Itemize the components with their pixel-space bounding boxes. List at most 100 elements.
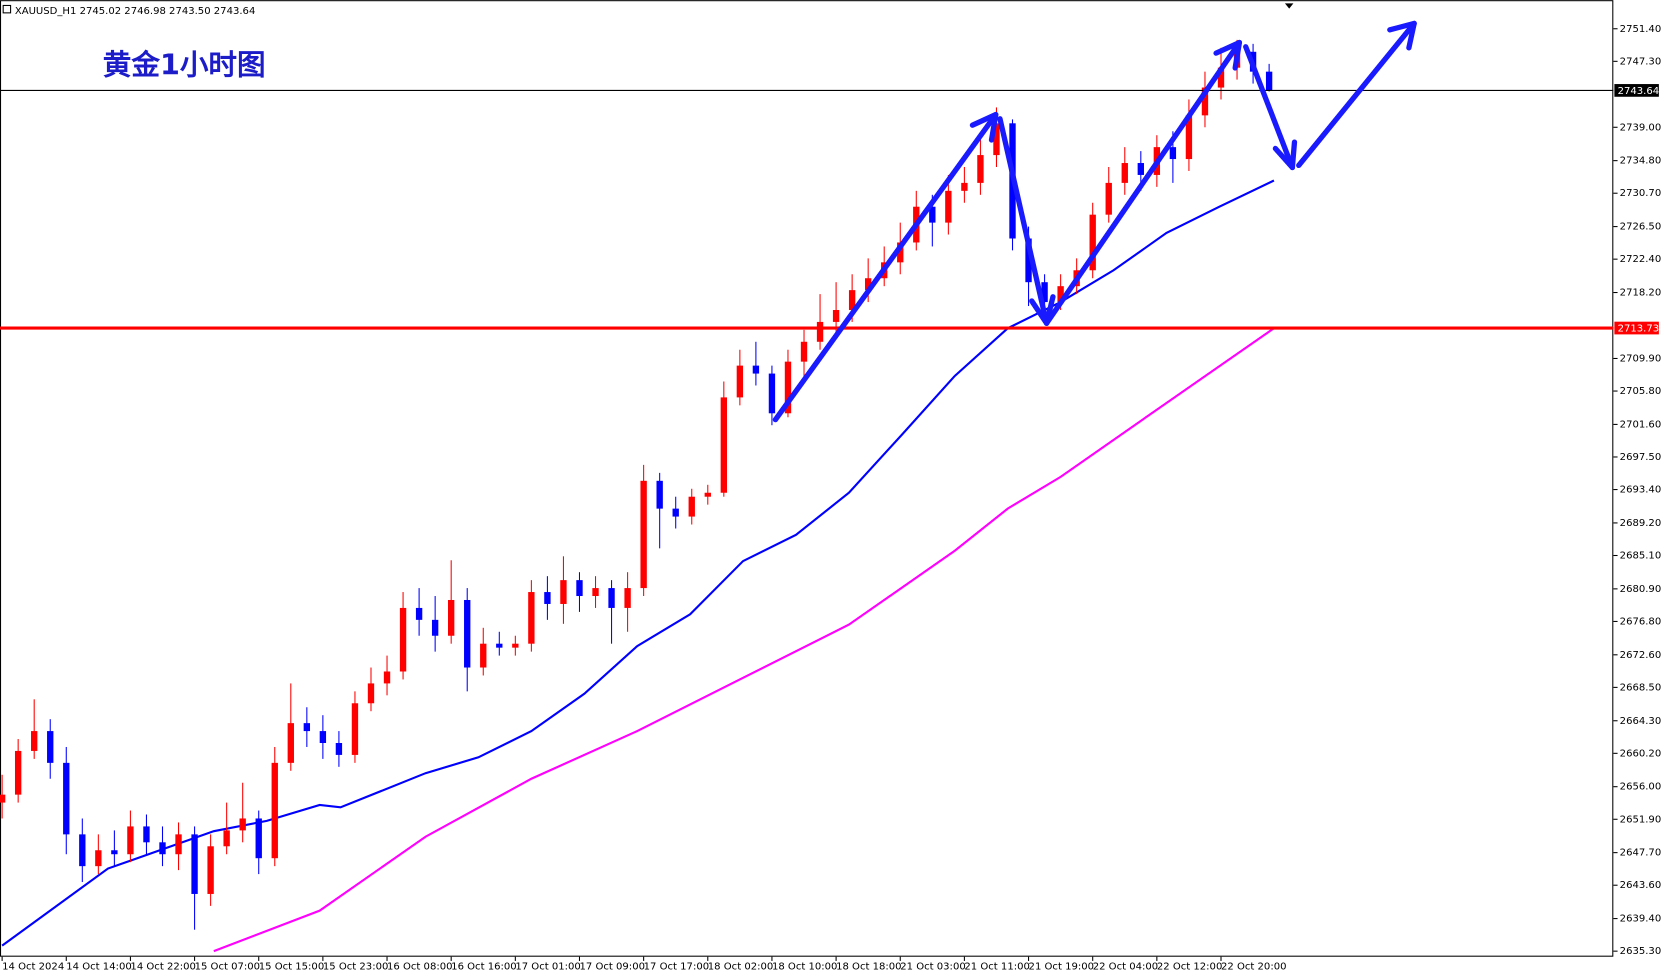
- candle-body: [1265, 71, 1273, 91]
- candle-body: [127, 826, 134, 855]
- x-tick-label: 17 Oct 01:00: [515, 961, 581, 972]
- candle-body: [143, 826, 150, 843]
- candle-body: [929, 206, 936, 223]
- x-tick-label: 18 Oct 18:00: [836, 961, 902, 972]
- arrow-head: [1272, 139, 1298, 171]
- candle-body: [255, 818, 262, 859]
- candle-body: [1137, 163, 1144, 175]
- candle-body: [961, 182, 968, 191]
- y-tick-label: 2647.70: [1620, 848, 1661, 859]
- candle-body: [784, 361, 792, 414]
- candle-body: [448, 599, 455, 636]
- candle-body: [319, 731, 327, 743]
- candle-body: [864, 278, 872, 291]
- x-tick-label: 22 Oct 12:00: [1157, 961, 1223, 972]
- candle-body: [688, 496, 695, 517]
- candle-body: [335, 742, 343, 755]
- candle-body: [945, 190, 952, 223]
- candle-body: [79, 834, 86, 867]
- candle-body: [704, 492, 711, 497]
- y-tick-label: 2747.30: [1620, 56, 1661, 67]
- x-tick-label: 14 Oct 2024: [2, 961, 64, 972]
- candle-body: [464, 599, 471, 668]
- x-tick-label: 15 Oct 15:00: [259, 961, 325, 972]
- candle-body: [111, 850, 118, 855]
- candle-body: [223, 830, 230, 847]
- price-label: 2743.64: [1618, 86, 1660, 97]
- candle-body: [0, 794, 6, 803]
- candle-body: [624, 588, 631, 608]
- candle-body: [287, 723, 294, 763]
- candle-body: [399, 607, 407, 672]
- x-tick-label: 17 Oct 17:00: [644, 961, 710, 972]
- y-tick-label: 2705.80: [1620, 386, 1661, 397]
- arrow: [997, 116, 1050, 326]
- candle-body: [207, 846, 214, 894]
- candle-body: [736, 365, 744, 398]
- arrow: [1043, 39, 1243, 326]
- y-tick-label: 2676.80: [1620, 616, 1661, 627]
- y-tick-label: 2726.50: [1620, 222, 1661, 233]
- y-tick-label: 2668.50: [1620, 682, 1661, 693]
- candle-body: [1025, 238, 1032, 283]
- shift-marker: [1284, 3, 1294, 9]
- candle-body: [95, 850, 102, 867]
- candle-body: [1169, 147, 1177, 160]
- candle-body: [383, 671, 391, 684]
- candle-body: [1041, 282, 1048, 303]
- candle-body: [848, 290, 856, 311]
- y-tick-label: 2734.80: [1620, 156, 1661, 167]
- candle-body: [768, 373, 776, 414]
- candle-body: [14, 750, 22, 795]
- symbol-icon: [2, 4, 12, 14]
- y-tick-label: 2635.30: [1620, 946, 1661, 957]
- candle-body: [640, 480, 647, 589]
- y-tick-label: 2693.40: [1620, 485, 1661, 496]
- candle-body: [576, 580, 583, 597]
- candle-body: [977, 155, 984, 183]
- candle-body: [239, 818, 246, 831]
- x-tick-label: 21 Oct 19:00: [1029, 961, 1095, 972]
- candle-body: [1057, 286, 1064, 303]
- candle-body: [560, 580, 567, 604]
- y-tick-label: 2639.40: [1620, 914, 1661, 925]
- x-tick-label: 16 Oct 16:00: [451, 961, 517, 972]
- x-tick-label: 16 Oct 08:00: [387, 961, 453, 972]
- candle-body: [31, 731, 38, 751]
- arrow-head: [969, 111, 999, 143]
- y-tick-label: 2651.90: [1620, 814, 1661, 825]
- x-tick-label: 15 Oct 07:00: [195, 961, 261, 972]
- plot-layer: 2751.40 2747.30 2739.00 2734.80 2730.70 2726.…: [0, 24, 1661, 972]
- arrow: [1296, 20, 1417, 169]
- candle-body: [672, 508, 679, 517]
- candle-body: [175, 834, 182, 855]
- y-tick-label: 2656.00: [1620, 782, 1661, 793]
- candle-body: [159, 842, 166, 855]
- candle-body: [351, 703, 359, 755]
- candle-body: [720, 397, 728, 493]
- candle-body: [528, 592, 535, 644]
- y-tick-label: 2718.20: [1620, 288, 1661, 299]
- y-tick-label: 2697.50: [1620, 452, 1661, 463]
- x-tick-label: 14 Oct 14:00: [66, 961, 131, 972]
- y-tick-label: 2680.90: [1620, 584, 1661, 595]
- candle-body: [592, 588, 599, 597]
- candle-body: [544, 592, 551, 604]
- arrow-head: [1213, 39, 1243, 71]
- x-tick-label: 21 Oct 11:00: [964, 961, 1029, 972]
- candle-body: [1105, 182, 1112, 215]
- x-tick-label: 18 Oct 02:00: [708, 961, 774, 972]
- candle-body: [367, 683, 375, 704]
- y-tick-label: 2660.20: [1620, 748, 1661, 759]
- candle-body: [993, 123, 1000, 156]
- price-label-box: [1614, 84, 1659, 97]
- y-tick-label: 2664.30: [1620, 716, 1661, 727]
- x-tick-label: 14 Oct 22:00: [130, 961, 196, 972]
- candle-body: [1121, 163, 1128, 183]
- candle-body: [271, 762, 278, 859]
- x-tick-label: 22 Oct 04:00: [1093, 961, 1159, 972]
- plot-frame: [0, 0, 1614, 957]
- moving-average: [213, 327, 1275, 953]
- price-label: 2713.73: [1618, 324, 1660, 335]
